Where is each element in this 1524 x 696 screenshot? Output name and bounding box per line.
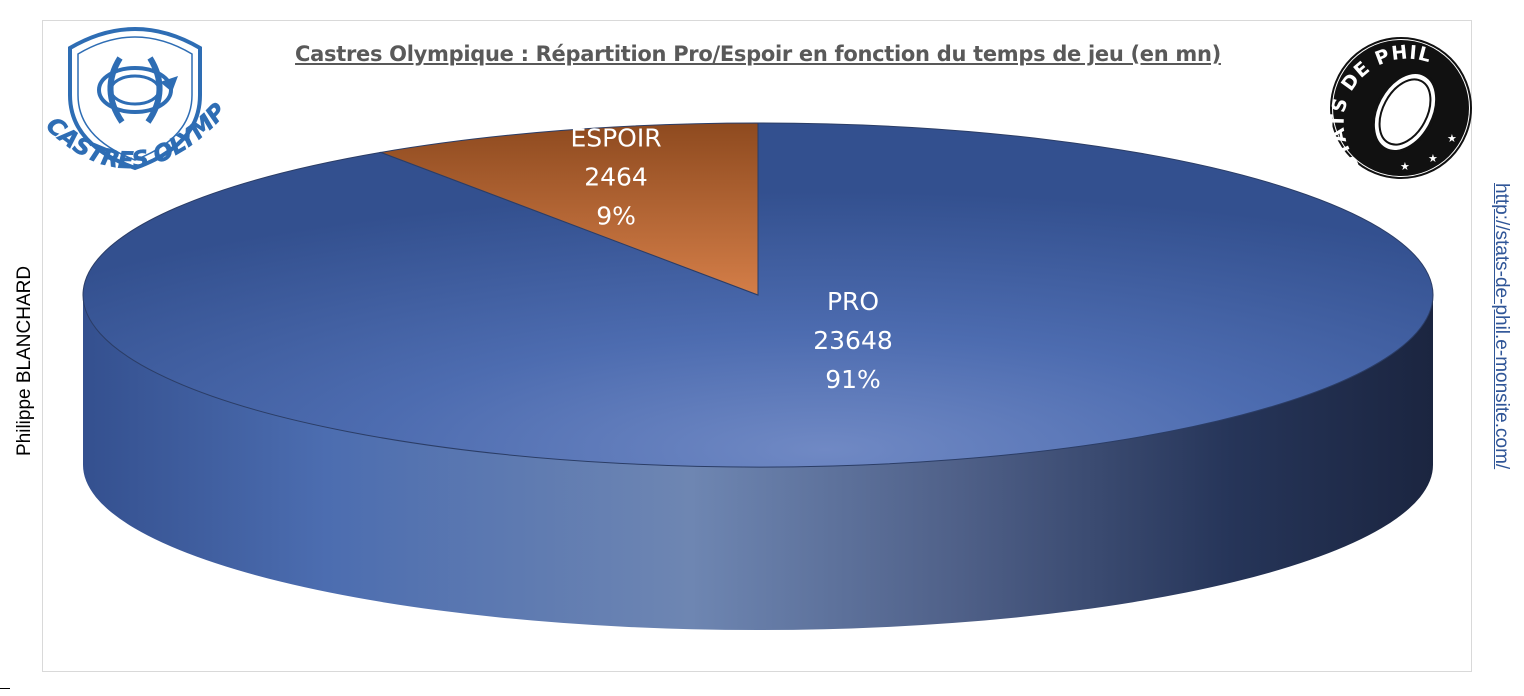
slice-label-pro-name: PRO: [827, 287, 879, 316]
star-icon: ★: [1428, 152, 1438, 165]
slice-label-espoir-percent: 9%: [596, 202, 636, 231]
rugby-ball-icon: [1371, 71, 1439, 153]
shield-icon: [68, 27, 202, 171]
castres-logo-text: CASTRES OLYMPIQUE: [0, 0, 232, 175]
slice-label-pro-percent: 91%: [825, 365, 881, 394]
slice-label-pro-value: 23648: [813, 326, 893, 355]
stats-de-phil-rugby-ball-logo: STATS DE PHIL ★ ★ ★: [1327, 37, 1472, 179]
chart-title: Castres Olympique : Répartition Pro/Espo…: [295, 42, 1221, 66]
slice-label-espoir-name: ESPOIR: [570, 124, 661, 153]
slice-label-espoir-value: 2464: [584, 163, 648, 192]
castres-olympique-shield-logo: CASTRES OLYMPIQUE: [0, 0, 232, 175]
pie-slice-espoir: [378, 122, 759, 296]
pie-labels: PRO 23648 91% ESPOIR 2464 9%: [570, 124, 892, 394]
svg-text:CASTRES OLYMPIQUE: CASTRES OLYMPIQUE: [0, 0, 232, 174]
pie-slices: [82, 122, 1434, 468]
star-icon: ★: [1400, 160, 1410, 173]
edge-tick: [0, 688, 10, 689]
star-icon: ★: [1447, 132, 1457, 145]
